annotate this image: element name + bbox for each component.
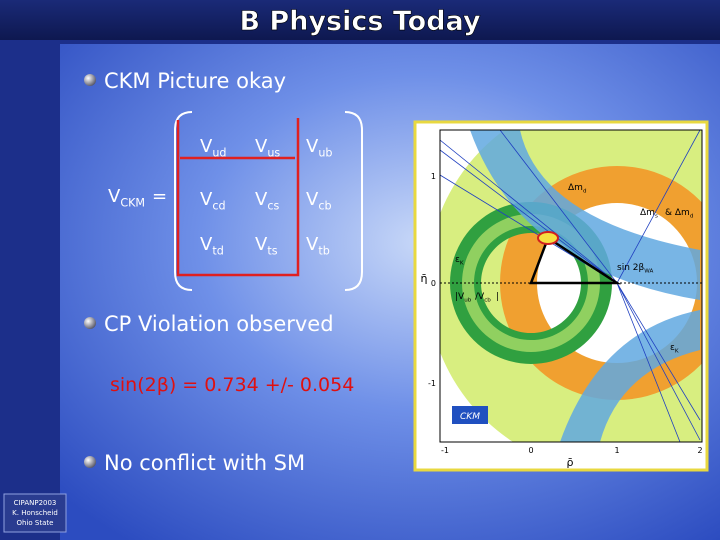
base: Δm <box>640 208 655 218</box>
fit-region <box>537 231 559 245</box>
subscripted-text: Vtb <box>306 234 330 258</box>
footer-box <box>3 493 67 533</box>
y-tick-label: 0 <box>431 279 436 288</box>
subscripted-text: εK <box>670 343 679 354</box>
bullet-text: No conflict with SM <box>104 451 305 475</box>
subscripted-text: /Vcb <box>475 292 491 303</box>
logo-box <box>452 406 488 424</box>
x-label: ρ̄ <box>567 456 574 469</box>
base: |V <box>455 292 465 302</box>
subscripted-text: Vcs <box>255 189 279 213</box>
footer-text: CIPANP2003 <box>14 499 57 507</box>
footer-text: Ohio State <box>17 519 54 527</box>
formula: sin(2β) = 0.734 +/- 0.054 <box>110 374 354 396</box>
x-tick-label: 0 <box>528 446 533 455</box>
subscript: ud <box>212 147 226 160</box>
y-tick-label: -1 <box>428 379 436 388</box>
base: V <box>200 234 213 255</box>
logo: CKM <box>460 412 480 422</box>
subscript: td <box>212 245 223 258</box>
bullet-icon <box>84 317 96 329</box>
base: V <box>306 189 319 210</box>
bullet-icon <box>84 456 96 468</box>
subscript: us <box>267 147 280 160</box>
base: V <box>255 234 268 255</box>
subscripted-text: sin 2βWA <box>617 263 653 274</box>
x-tick-label: -1 <box>441 446 449 455</box>
subscripted-text: Vus <box>255 136 280 160</box>
subscript: K <box>460 260 464 266</box>
x-tick-label: 2 <box>697 446 702 455</box>
subscripted-text: Vub <box>306 136 332 160</box>
subscript: cb <box>484 297 491 303</box>
subscripted-text: | <box>496 292 499 302</box>
subscript: d <box>690 213 694 219</box>
base: V <box>200 136 213 157</box>
plot-frame <box>439 129 703 443</box>
subscripted-text: & Δmd <box>665 208 694 219</box>
base: Δm <box>568 183 583 193</box>
base: V <box>306 136 319 157</box>
epsk-band <box>560 310 700 442</box>
bullet-icon <box>84 74 96 86</box>
subscript: cd <box>212 200 225 213</box>
subscript: tb <box>318 245 329 258</box>
subscripted-text: Vud <box>200 136 226 160</box>
highlight <box>176 118 300 277</box>
subscripted-text: Vcb <box>306 189 332 213</box>
base: V <box>255 189 268 210</box>
subscript: ub <box>464 297 472 303</box>
subscripted-text: VCKM <box>108 186 145 210</box>
subscript: cb <box>318 200 331 213</box>
sin2b-lines <box>440 130 701 442</box>
y-tick-label: 1 <box>431 172 436 181</box>
subscript: s <box>655 213 658 219</box>
base: sin 2β <box>617 263 644 273</box>
right-bracket <box>344 111 363 291</box>
title-bar <box>0 0 720 40</box>
subscripted-text: Δmd <box>568 183 587 194</box>
base: | <box>496 292 499 302</box>
base: V <box>255 136 268 157</box>
bullet-text: CKM Picture okay <box>104 69 286 93</box>
base: V <box>200 189 213 210</box>
left-bracket <box>174 111 193 291</box>
base: ε <box>455 255 460 265</box>
subscript: ub <box>318 147 332 160</box>
bullet-1: CKM Picture okay <box>84 69 286 93</box>
base: V <box>306 234 319 255</box>
subscript: d <box>583 188 587 194</box>
subscripted-text: |Vub <box>455 292 472 303</box>
subscripted-text: Vts <box>255 234 278 258</box>
subscripted-text: εK <box>455 255 464 266</box>
bullet-text: CP Violation observed <box>104 312 334 336</box>
bullet-3: No conflict with SM <box>84 451 305 475</box>
epsk-band <box>440 130 700 300</box>
base: & Δm <box>665 208 690 218</box>
subscript: cs <box>267 200 279 213</box>
subscript: WA <box>644 268 653 274</box>
equals: = <box>152 186 167 207</box>
footer-text: K. Honscheid <box>12 509 58 517</box>
subscript: CKM <box>120 197 145 210</box>
subscripted-text: Vtd <box>200 234 224 258</box>
x-tick-label: 1 <box>614 446 619 455</box>
subscript: ts <box>267 245 277 258</box>
footer: CIPANP2003 K. Honscheid Ohio State <box>3 493 67 533</box>
subscripted-text: Vcd <box>200 189 226 213</box>
y-label: η̄ <box>421 272 428 285</box>
base: V <box>108 186 121 207</box>
base: /V <box>475 292 485 302</box>
bullet-2: CP Violation observed <box>84 312 334 336</box>
title: B Physics Today <box>239 6 480 37</box>
subscript: K <box>675 348 679 354</box>
subscripted-text: Δms <box>640 208 658 219</box>
base: ε <box>670 343 675 353</box>
